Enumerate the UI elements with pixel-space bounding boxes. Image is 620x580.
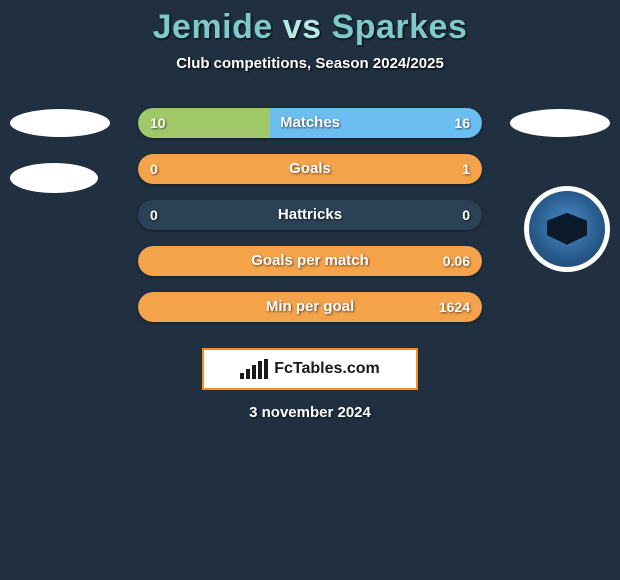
stat-value-right: 1 <box>462 154 470 184</box>
stat-label: Min per goal <box>138 292 482 322</box>
player1-logo-placeholder-2 <box>10 163 98 193</box>
player1-name: Jemide <box>153 8 273 46</box>
stat-label: Matches <box>138 108 482 138</box>
player2-name: Sparkes <box>332 8 468 46</box>
stat-row: 10 Matches 16 <box>0 100 620 146</box>
date-label: 3 november 2024 <box>0 404 620 421</box>
player2-logo-placeholder <box>510 109 610 137</box>
bar-chart-icon <box>240 359 268 379</box>
player1-logo-placeholder <box>10 109 110 137</box>
stat-value-right: 16 <box>454 108 470 138</box>
stat-bar: 10 Matches 16 <box>138 108 482 138</box>
stat-row: 0 Hattricks 0 <box>0 192 620 238</box>
branding-text: FcTables.com <box>274 360 380 378</box>
stat-value-right: 1624 <box>439 292 470 322</box>
stat-row: Min per goal 1624 <box>0 284 620 330</box>
vs-label: vs <box>283 8 322 46</box>
stat-label: Goals <box>138 154 482 184</box>
stat-bar: 0 Hattricks 0 <box>138 200 482 230</box>
stat-bar: Goals per match 0.06 <box>138 246 482 276</box>
stat-bar: 0 Goals 1 <box>138 154 482 184</box>
stat-row: Goals per match 0.06 <box>0 238 620 284</box>
stat-bar: Min per goal 1624 <box>138 292 482 322</box>
stat-value-right: 0 <box>462 200 470 230</box>
stat-label: Hattricks <box>138 200 482 230</box>
stat-row: 0 Goals 1 <box>0 146 620 192</box>
subtitle: Club competitions, Season 2024/2025 <box>0 55 620 72</box>
stat-value-right: 0.06 <box>443 246 470 276</box>
page-title: Jemide vs Sparkes <box>0 8 620 47</box>
stat-label: Goals per match <box>138 246 482 276</box>
fctables-branding[interactable]: FcTables.com <box>202 348 418 390</box>
